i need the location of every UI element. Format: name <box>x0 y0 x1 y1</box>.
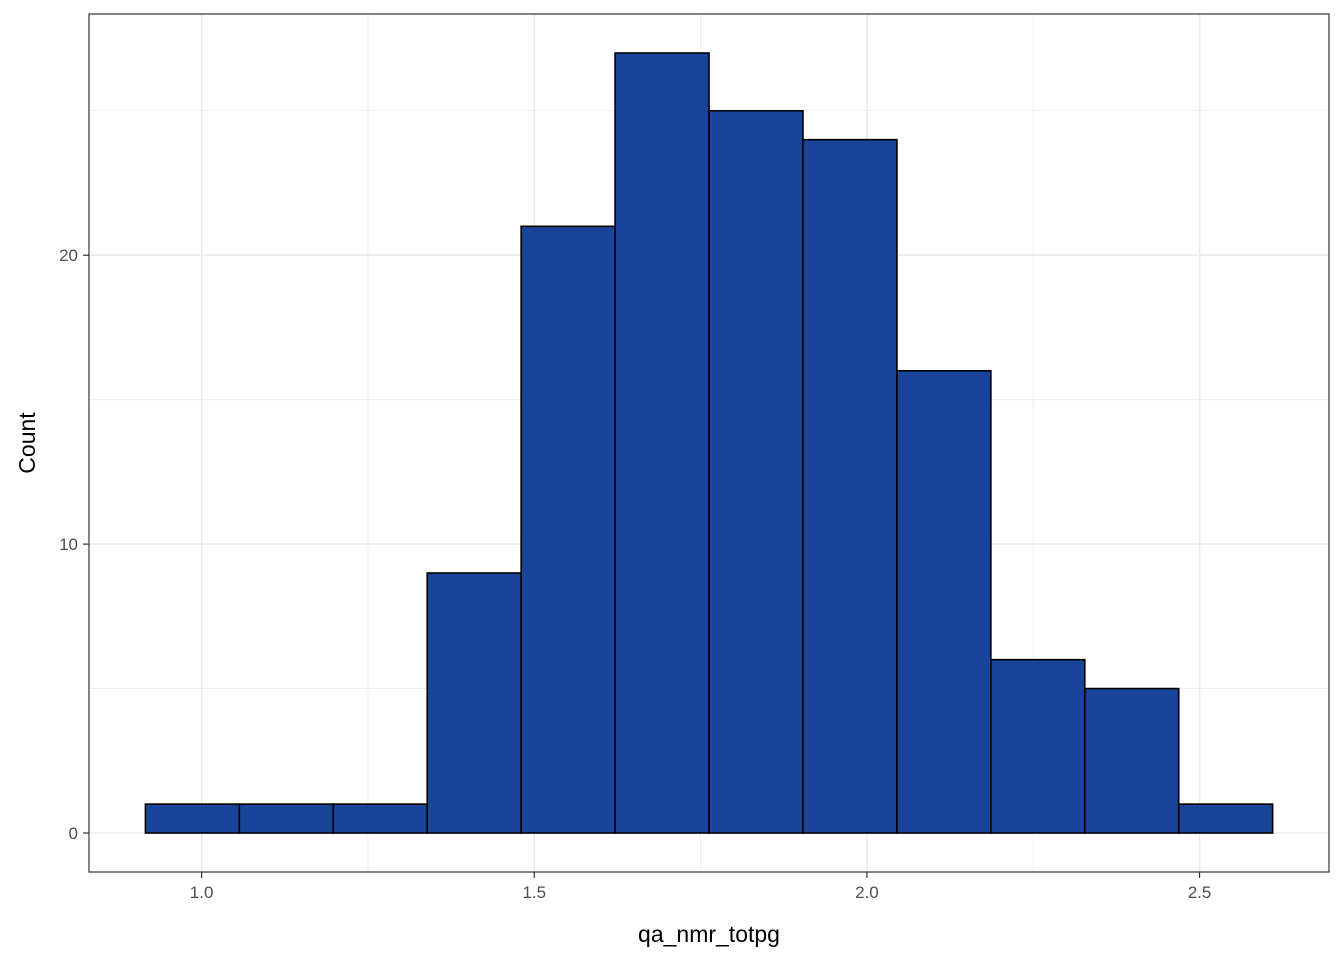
histogram-bar-9 <box>896 369 992 834</box>
histogram-bar-1 <box>144 803 241 834</box>
histogram-bar-8 <box>802 138 898 834</box>
histogram-bar-4 <box>426 572 522 834</box>
histogram-bar-12 <box>1177 803 1274 834</box>
histogram-bar-10 <box>990 658 1086 834</box>
x-tick-label: 2.5 <box>1188 883 1212 902</box>
x-tick-label: 1.0 <box>190 883 214 902</box>
histogram-bar-11 <box>1083 687 1180 834</box>
x-tick-label: 2.0 <box>855 883 879 902</box>
histogram-bar-3 <box>332 803 429 834</box>
y-axis-title: Count <box>14 412 40 474</box>
histogram-bar-2 <box>238 803 335 834</box>
y-axis-ticks: 0 10 20 <box>59 246 89 843</box>
histogram-bar-6 <box>614 52 710 834</box>
x-tick-label: 1.5 <box>522 883 546 902</box>
x-axis-title: qa_nmr_totpg <box>638 921 780 947</box>
histogram-bars <box>144 52 1274 834</box>
histogram-bar-7 <box>708 109 804 834</box>
y-tick-label: 20 <box>59 246 78 265</box>
panel-border <box>88 13 1330 873</box>
x-axis-ticks: 1.0 1.5 2.0 2.5 <box>190 872 1212 902</box>
histogram-bar-5 <box>520 225 616 834</box>
y-tick-label: 10 <box>59 535 78 554</box>
y-tick-label: 0 <box>69 824 78 843</box>
